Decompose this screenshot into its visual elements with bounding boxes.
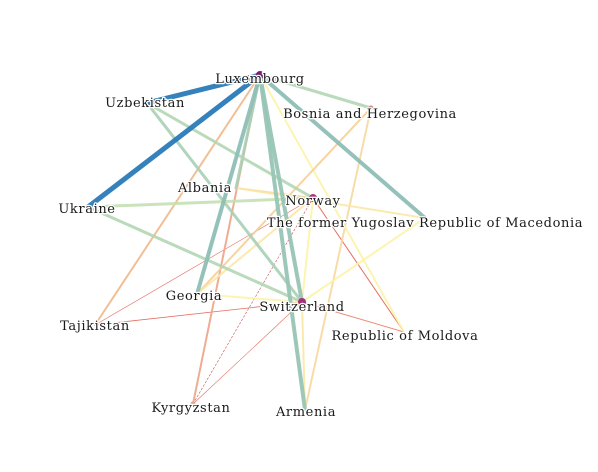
node-marker-georgia [194,291,200,297]
node-marker-switzerland [298,298,306,306]
nodes-layer [190,71,374,407]
node-label-ukraine: Ukraine [58,202,115,217]
edge-luxembourg-macedonia [258,73,427,220]
edge-luxembourg-tajikistan [94,74,261,326]
edge-macedonia-switzerland [301,217,426,303]
node-label-armenia: Armenia [275,405,336,420]
node-label-luxembourg: Luxembourg [215,72,304,87]
edge-norway-georgia [196,197,314,295]
node-label-tajikistan: Tajikistan [60,319,130,334]
node-marker-norway [309,194,317,202]
node-label-albania: Albania [177,181,232,196]
edge-ukraine-switzerland [86,205,304,304]
node-label-uzbekistan: Uzbekistan [105,96,185,111]
edge-norway-switzerland [301,197,314,303]
node-label-kyrgyzstan: Kyrgyzstan [152,401,231,416]
node-label-bosnia: Bosnia and Herzegovina [283,107,457,122]
node-label-norway: Norway [285,194,340,209]
node-marker-luxembourg [256,71,264,79]
edge-albania-macedonia [235,187,426,219]
edge-luxembourg-ukraine [85,72,263,210]
edge-switzerland-kyrgyzstan [192,301,303,405]
node-label-macedonia: The former Yugoslav Republic of Macedoni… [267,216,583,231]
node-marker-kyrgyzstan [190,401,196,407]
edge-norway-tajikistan [94,197,314,326]
labels-layer: Luxembourg Uzbekistan Bosnia and Herzegovi… [57,71,584,422]
edges-layer [85,72,427,412]
node-label-switzerland: Switzerland [259,300,344,315]
node-marker-bosnia [368,105,374,111]
edge-luxembourg-armenia [258,73,307,412]
edge-luxembourg-bosnia [258,73,373,110]
edge-luxembourg-georgia [195,73,262,296]
edge-uzbekistan-norway [145,101,315,200]
node-label-georgia: Georgia [166,289,223,304]
edge-bosnia-armenia [304,107,372,411]
edge-norway-moldova [312,197,405,333]
edge-luxembourg-uzbekistan [144,72,263,106]
node-label-moldova: Republic of Moldova [332,329,479,344]
edge-norway-kyrgyzstan [192,197,314,405]
edge-switzerland-moldova [301,301,405,333]
edge-switzerland-tajikistan [94,301,303,326]
edge-georgia-switzerland [196,293,303,303]
